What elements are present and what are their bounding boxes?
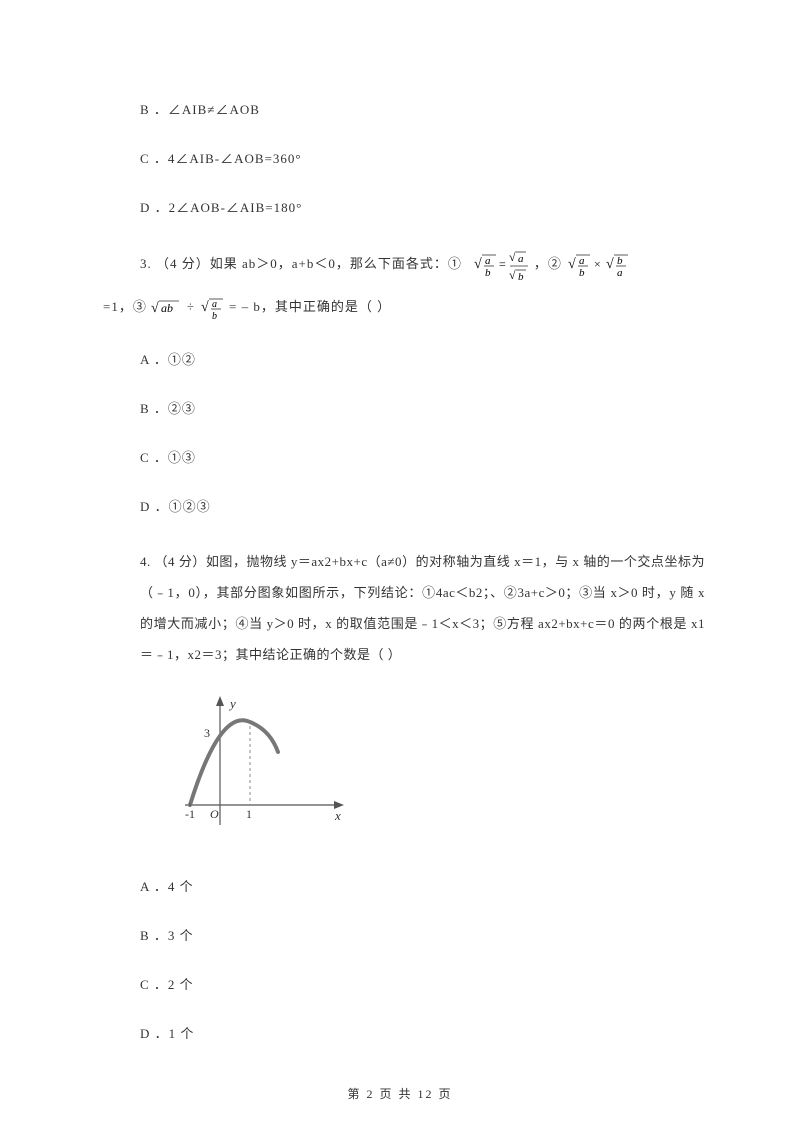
- svg-text:a: a: [518, 253, 524, 265]
- x-tick-1: 1: [246, 807, 252, 821]
- q3-option-c: C ．①③: [140, 448, 715, 469]
- q4-option-d: D ．1 个: [140, 1024, 715, 1045]
- svg-text:a: a: [485, 255, 491, 267]
- svg-text:√: √: [606, 257, 614, 272]
- svg-text:ab: ab: [161, 301, 173, 315]
- q4-option-a: A ．4 个: [140, 877, 715, 898]
- q3-line2c: = – b，其中正确的是（ ）: [229, 297, 391, 318]
- q3-expr3b: √ a b: [201, 292, 225, 322]
- svg-text:√: √: [568, 257, 576, 272]
- svg-text:b: b: [485, 267, 491, 279]
- svg-text:√: √: [151, 301, 159, 316]
- svg-text:b: b: [617, 255, 623, 267]
- svg-text:a: a: [579, 255, 585, 267]
- origin-label: O: [210, 807, 219, 821]
- page-footer: 第 2 页 共 12 页: [0, 1085, 800, 1104]
- x-axis-label: x: [334, 808, 341, 823]
- y-axis-label: y: [228, 696, 236, 711]
- option-c: C ．4∠AIB-∠AOB=360°: [140, 149, 715, 170]
- svg-text:=: =: [499, 257, 506, 271]
- q3-line2b: ÷: [187, 297, 195, 318]
- svg-text:√: √: [509, 268, 516, 282]
- option-d: D ．2∠AOB-∠AIB=180°: [140, 198, 715, 219]
- q3-option-a: A ．①②: [140, 350, 715, 371]
- question-4-text: 4. （4 分）如图，抛物线 y＝ax2+bx+c（a≠0）的对称轴为直线 x＝…: [140, 546, 705, 671]
- x-tick-neg1: -1: [185, 807, 195, 821]
- svg-text:√: √: [474, 257, 482, 272]
- option-b: B ．∠AIB≠∠AOB: [140, 100, 715, 121]
- q3-option-d: D ．①②③: [140, 497, 715, 518]
- q4-option-c: C ．2 个: [140, 975, 715, 996]
- svg-text:b: b: [579, 267, 585, 279]
- svg-text:a: a: [212, 299, 217, 310]
- q4-option-b: B ．3 个: [140, 926, 715, 947]
- svg-text:√: √: [201, 300, 209, 315]
- svg-text:√: √: [509, 250, 516, 264]
- svg-text:b: b: [518, 271, 524, 282]
- svg-text:b: b: [212, 311, 217, 322]
- y-tick-3: 3: [204, 726, 210, 740]
- q3-expr2: √ a b × √ b a: [568, 246, 632, 282]
- svg-text:×: ×: [594, 257, 601, 271]
- svg-text:a: a: [617, 267, 623, 279]
- question-3: 3. （4 分）如果 ab＞0，a+b＜0，那么下面各式：① √ a b = √…: [85, 246, 715, 517]
- q3-option-b: B ．②③: [140, 399, 715, 420]
- q3-expr1: √ a b = √ a √ b: [474, 246, 534, 282]
- q3-line2a: =1，③: [103, 297, 147, 318]
- q3-sep1: ，②: [534, 254, 562, 275]
- q3-expr3a: √ ab: [151, 297, 181, 317]
- q3-intro: 3. （4 分）如果 ab＞0，a+b＜0，那么下面各式：①: [140, 254, 462, 275]
- parabola-graph: 3 y x O -1 1: [180, 690, 715, 847]
